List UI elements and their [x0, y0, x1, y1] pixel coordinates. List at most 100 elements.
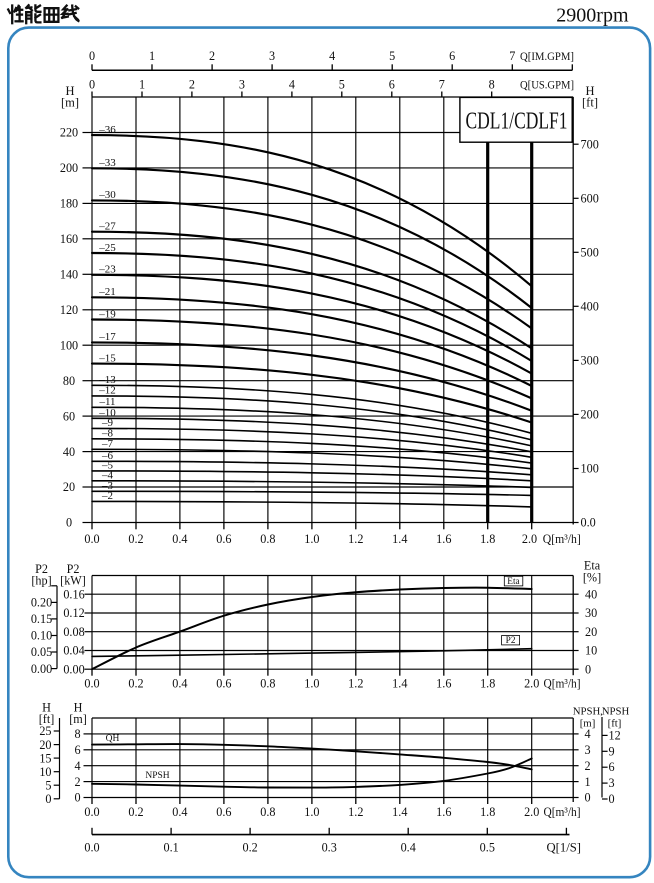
svg-text:4: 4 [74, 759, 80, 773]
svg-text:5: 5 [45, 779, 51, 793]
svg-text:NPSH: NPSH [602, 706, 630, 718]
svg-text:1.8: 1.8 [480, 532, 495, 546]
svg-text:5: 5 [389, 49, 395, 63]
svg-text:–33: –33 [98, 157, 116, 169]
svg-text:0: 0 [66, 516, 72, 530]
svg-text:5: 5 [339, 77, 345, 91]
svg-text:25: 25 [39, 724, 51, 738]
svg-text:[ft]: [ft] [39, 712, 55, 726]
svg-text:1.2: 1.2 [348, 805, 363, 819]
svg-text:–15: –15 [98, 352, 116, 364]
svg-text:0.08: 0.08 [63, 625, 84, 639]
svg-text:–8: –8 [101, 428, 114, 440]
svg-text:P2: P2 [67, 562, 80, 576]
svg-text:0.2: 0.2 [128, 532, 143, 546]
svg-text:20: 20 [63, 480, 75, 494]
svg-text:0.4: 0.4 [172, 677, 187, 691]
svg-text:0.4: 0.4 [172, 805, 187, 819]
svg-text:H: H [42, 701, 51, 715]
svg-text:1.0: 1.0 [304, 677, 319, 691]
svg-text:0: 0 [89, 49, 95, 63]
svg-text:2: 2 [74, 775, 80, 789]
svg-text:220: 220 [60, 126, 78, 140]
svg-text:0.00: 0.00 [63, 662, 84, 676]
svg-text:160: 160 [60, 232, 78, 246]
svg-text:–3: –3 [101, 480, 114, 492]
svg-text:0.2: 0.2 [242, 840, 257, 854]
svg-text:1.2: 1.2 [348, 677, 363, 691]
svg-text:2: 2 [189, 77, 195, 91]
svg-text:–5: –5 [101, 460, 114, 472]
svg-text:0.0: 0.0 [84, 532, 99, 546]
svg-text:0.4: 0.4 [401, 840, 416, 854]
svg-text:0.0: 0.0 [84, 840, 99, 854]
svg-text:200: 200 [60, 161, 78, 175]
svg-text:4: 4 [585, 727, 591, 741]
svg-text:4: 4 [289, 77, 295, 91]
svg-text:P2: P2 [35, 562, 48, 576]
svg-text:1.4: 1.4 [392, 532, 407, 546]
svg-text:H: H [74, 701, 83, 715]
svg-text:400: 400 [581, 300, 599, 314]
svg-text:[m]: [m] [580, 718, 596, 730]
svg-text:7: 7 [439, 77, 445, 91]
svg-text:H: H [585, 84, 594, 98]
svg-text:–13: –13 [98, 374, 116, 386]
svg-text:1.4: 1.4 [392, 677, 407, 691]
svg-text:–27: –27 [98, 221, 116, 233]
svg-text:10: 10 [585, 644, 597, 658]
svg-text:1.6: 1.6 [436, 677, 451, 691]
svg-text:6: 6 [74, 743, 80, 757]
svg-text:6: 6 [389, 77, 395, 91]
svg-text:0.1: 0.1 [163, 840, 178, 854]
svg-text:–19: –19 [98, 308, 116, 320]
svg-text:2900rpm: 2900rpm [556, 5, 629, 27]
svg-text:–2: –2 [101, 490, 113, 502]
svg-text:[kW]: [kW] [60, 574, 86, 588]
svg-text:Q[1/S]: Q[1/S] [547, 840, 582, 854]
svg-text:0: 0 [609, 792, 615, 806]
svg-text:CDL1/CDLF1: CDL1/CDLF1 [466, 108, 568, 135]
svg-text:0.0: 0.0 [84, 805, 99, 819]
svg-text:7: 7 [509, 49, 515, 63]
svg-text:0.5: 0.5 [480, 840, 495, 854]
svg-text:Q[m³/h]: Q[m³/h] [544, 805, 581, 819]
svg-text:0.10: 0.10 [31, 629, 52, 643]
svg-text:2.0: 2.0 [524, 677, 539, 691]
svg-text:0: 0 [45, 792, 51, 806]
svg-text:6: 6 [609, 760, 615, 774]
svg-text:0: 0 [74, 791, 80, 805]
svg-text:0.00: 0.00 [31, 662, 52, 676]
svg-text:0.8: 0.8 [260, 677, 275, 691]
svg-text:1.2: 1.2 [348, 532, 363, 546]
svg-text:3: 3 [609, 776, 615, 790]
svg-text:1: 1 [585, 775, 591, 789]
svg-text:0.04: 0.04 [63, 644, 84, 658]
svg-text:0.12: 0.12 [63, 606, 84, 620]
svg-text:1: 1 [139, 77, 145, 91]
svg-text:–9: –9 [101, 417, 114, 429]
svg-text:600: 600 [581, 192, 599, 206]
svg-text:Q[US.GPM]: Q[US.GPM] [520, 77, 574, 91]
svg-text:–21: –21 [98, 286, 116, 298]
svg-text:–30: –30 [98, 189, 116, 201]
svg-text:0.20: 0.20 [31, 596, 52, 610]
svg-text:–10: –10 [98, 407, 116, 419]
svg-text:–12: –12 [98, 385, 116, 397]
svg-text:[hp]: [hp] [31, 574, 51, 588]
svg-text:Eta: Eta [507, 577, 519, 587]
svg-text:QH: QH [106, 734, 120, 744]
svg-text:Eta: Eta [584, 559, 601, 573]
svg-text:2.0: 2.0 [522, 532, 537, 546]
svg-text:140: 140 [60, 268, 78, 282]
svg-text:0.2: 0.2 [128, 805, 143, 819]
svg-text:100: 100 [60, 338, 78, 352]
svg-text:180: 180 [60, 197, 78, 211]
svg-text:1.8: 1.8 [480, 805, 495, 819]
svg-text:0.0: 0.0 [84, 677, 99, 691]
svg-text:20: 20 [585, 625, 597, 639]
svg-text:Q[m³/h]: Q[m³/h] [543, 532, 581, 546]
svg-text:2.0: 2.0 [524, 805, 539, 819]
svg-text:[m]: [m] [61, 96, 79, 110]
svg-text:0.0: 0.0 [581, 516, 596, 530]
